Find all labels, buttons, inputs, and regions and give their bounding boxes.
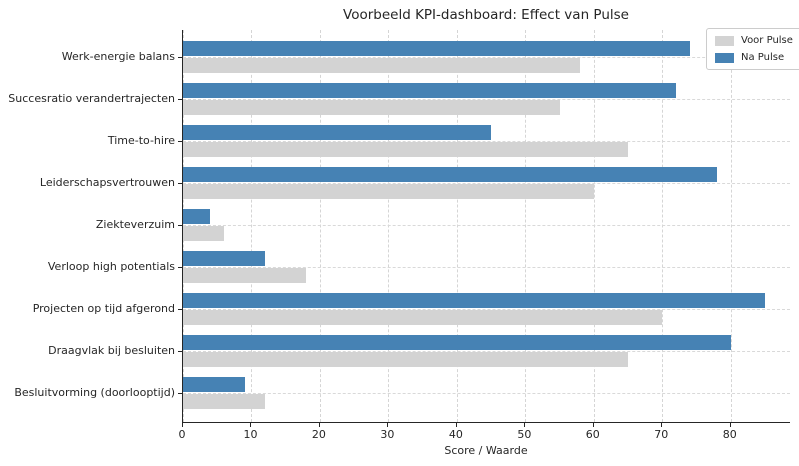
bar-voor-pulse: [183, 57, 581, 73]
x-tick-mark: [661, 423, 663, 427]
y-gridline: [183, 392, 790, 394]
bar-voor-pulse: [183, 99, 560, 115]
x-gridline: [730, 30, 732, 422]
y-gridline: [183, 98, 790, 100]
category-label: Verloop high potentials: [47, 259, 175, 273]
legend-swatch-voor-pulse: [715, 35, 734, 46]
y-tick-mark: [178, 98, 182, 100]
legend-item-voor-pulse: Voor Pulse: [715, 35, 793, 46]
y-gridline: [183, 224, 790, 226]
bar-voor-pulse: [183, 309, 663, 325]
bar-na-pulse: [183, 292, 765, 308]
x-tick-mark: [455, 423, 457, 427]
bar-voor-pulse: [183, 141, 629, 157]
y-gridline: [183, 56, 790, 58]
category-label: Succesratio verandertrajecten: [8, 91, 175, 105]
category-label: Leiderschapsvertrouwen: [39, 175, 175, 189]
x-tick-mark: [729, 423, 731, 427]
y-gridline: [183, 266, 790, 268]
y-tick-mark: [178, 182, 182, 184]
y-tick-mark: [178, 266, 182, 268]
category-label: Werk-energie balans: [61, 49, 175, 63]
y-gridline: [183, 140, 790, 142]
y-gridline: [183, 182, 790, 184]
legend-item-na-pulse: Na Pulse: [715, 52, 793, 63]
bar-voor-pulse: [183, 351, 629, 367]
x-tick-mark: [182, 423, 183, 427]
bar-na-pulse: [183, 208, 211, 224]
x-gridline: [593, 30, 595, 422]
plot-area: [182, 30, 790, 423]
x-tick-label: 70: [654, 428, 669, 441]
x-tick-mark: [250, 423, 252, 427]
y-tick-mark: [178, 392, 182, 394]
chart-title: Voorbeeld KPI-dashboard: Effect van Puls…: [343, 7, 629, 23]
x-tick-label: 80: [722, 428, 737, 441]
x-tick-label: 0: [178, 428, 186, 441]
bar-na-pulse: [183, 376, 245, 392]
x-tick-label: 20: [311, 428, 326, 441]
legend: Voor Pulse Na Pulse: [706, 28, 799, 70]
legend-label-voor-pulse: Voor Pulse: [741, 35, 793, 46]
x-gridline: [456, 30, 458, 422]
category-label: Ziekteverzuim: [95, 217, 175, 231]
x-gridline: [662, 30, 664, 422]
bar-voor-pulse: [183, 183, 594, 199]
x-tick-mark: [387, 423, 389, 427]
x-gridline: [319, 30, 321, 422]
bar-voor-pulse: [183, 225, 225, 241]
category-label: Besluitvorming (doorlooptijd): [14, 385, 175, 399]
y-tick-mark: [178, 350, 182, 352]
y-tick-mark: [178, 308, 182, 310]
category-label: Draagvlak bij besluiten: [48, 343, 175, 357]
bar-na-pulse: [183, 82, 676, 98]
bar-na-pulse: [183, 124, 492, 140]
category-label: Time-to-hire: [107, 133, 175, 147]
y-gridline: [183, 350, 790, 352]
x-tick-label: 30: [380, 428, 395, 441]
bar-voor-pulse: [183, 393, 266, 409]
x-tick-label: 50: [517, 428, 532, 441]
y-gridline: [183, 308, 790, 310]
x-gridline: [388, 30, 390, 422]
bar-na-pulse: [183, 334, 731, 350]
x-axis-label: Score / Waarde: [444, 444, 528, 457]
y-tick-mark: [178, 56, 182, 58]
x-tick-label: 40: [448, 428, 463, 441]
x-gridline: [525, 30, 527, 422]
x-tick-mark: [524, 423, 526, 427]
bar-na-pulse: [183, 40, 690, 56]
x-tick-label: 60: [585, 428, 600, 441]
y-tick-mark: [178, 140, 182, 142]
bar-voor-pulse: [183, 267, 307, 283]
bar-na-pulse: [183, 166, 718, 182]
legend-swatch-na-pulse: [715, 52, 734, 63]
x-gridline: [251, 30, 253, 422]
x-tick-label: 10: [243, 428, 258, 441]
x-tick-mark: [318, 423, 320, 427]
bar-na-pulse: [183, 250, 266, 266]
y-tick-mark: [178, 224, 182, 226]
category-label: Projecten op tijd afgerond: [32, 301, 175, 315]
x-tick-mark: [592, 423, 594, 427]
legend-label-na-pulse: Na Pulse: [741, 52, 785, 63]
